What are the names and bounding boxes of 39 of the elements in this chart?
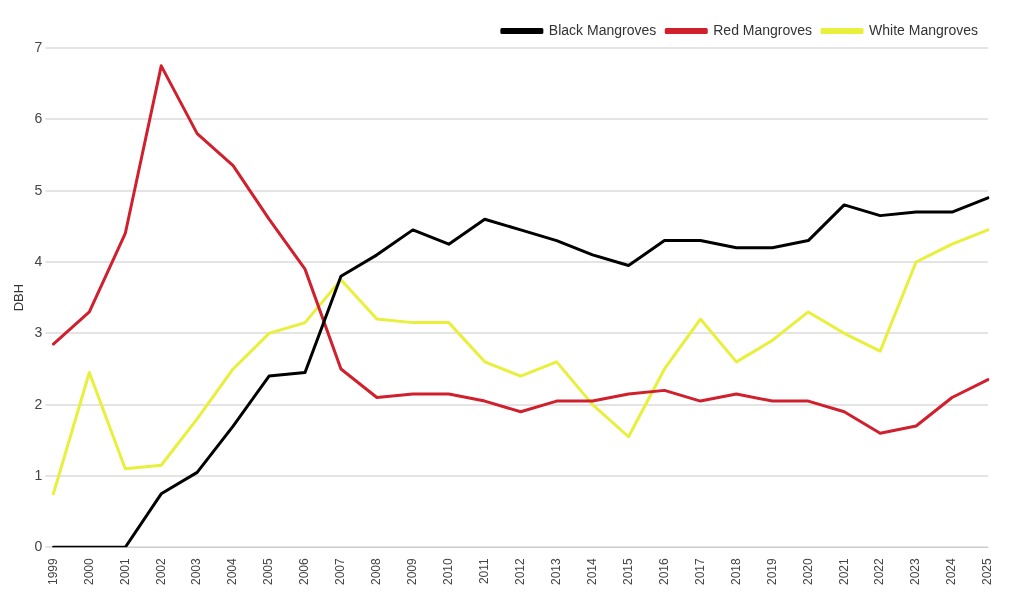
y-tick-label: 2 [34, 395, 43, 412]
x-tick-label: 2017 [692, 557, 707, 586]
y-tick-label: 7 [34, 38, 43, 55]
y-tick-label: 6 [34, 110, 43, 127]
x-tick-label: 2016 [656, 557, 671, 586]
x-tick-label: 2011 [477, 557, 492, 585]
y-tick-label: 4 [34, 252, 43, 269]
x-tick-label: 2021 [836, 557, 851, 586]
x-tick-label: 2024 [944, 557, 959, 586]
x-tick-label: 2020 [800, 557, 815, 586]
legend-label: White Mangroves [869, 21, 979, 38]
x-tick-label: 2008 [369, 557, 384, 586]
x-tick-label: 2014 [584, 557, 599, 586]
x-tick-label: 2012 [513, 557, 528, 586]
y-tick-label: 0 [34, 538, 43, 555]
legend-label: Black Mangroves [548, 21, 657, 38]
y-tick-label: 5 [34, 181, 43, 198]
x-tick-label: 1999 [45, 557, 60, 586]
x-tick-label: 2001 [117, 557, 132, 586]
x-tick-label: 2009 [405, 557, 420, 586]
legend-label: Red Mangroves [713, 21, 813, 38]
x-tick-label: 2015 [620, 557, 635, 586]
x-tick-label: 2007 [333, 557, 348, 586]
x-tick-label: 2019 [764, 557, 779, 586]
x-tick-label: 2010 [441, 557, 456, 586]
x-tick-label: 2006 [297, 557, 312, 586]
y-axis-title: DBH [11, 283, 27, 312]
x-tick-label: 2004 [225, 557, 240, 586]
x-tick-label: 2005 [261, 557, 276, 586]
x-tick-label: 2023 [908, 557, 923, 586]
y-tick-label: 1 [34, 466, 43, 483]
x-tick-label: 2022 [872, 557, 887, 586]
x-tick-label: 2018 [728, 557, 743, 586]
x-tick-label: 2013 [548, 557, 563, 586]
x-tick-label: 2002 [153, 557, 168, 586]
x-tick-label: 2025 [980, 557, 995, 586]
x-tick-label: 2003 [189, 557, 204, 586]
y-tick-label: 3 [34, 324, 43, 341]
x-tick-label: 2000 [81, 557, 96, 586]
